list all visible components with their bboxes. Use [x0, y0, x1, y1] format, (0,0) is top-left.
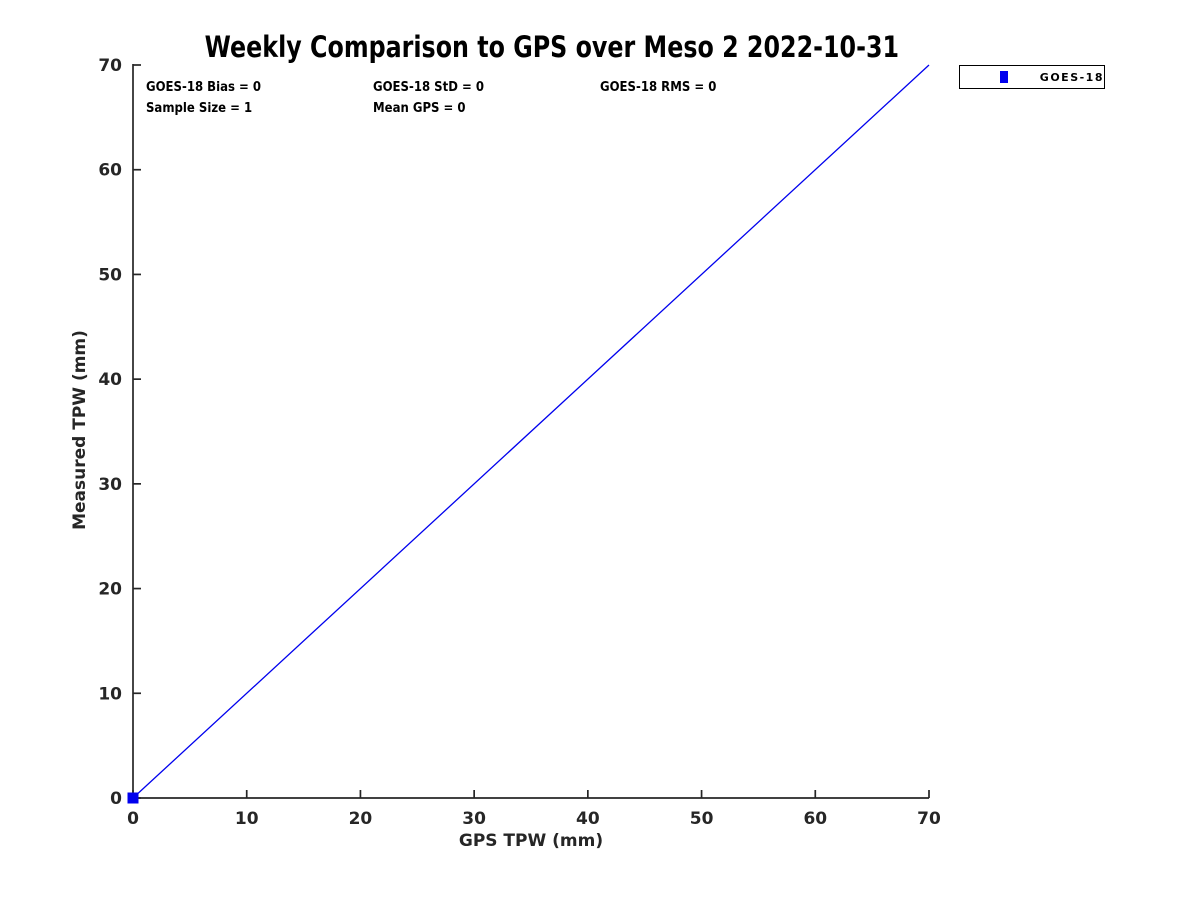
stat-goes18-rms: GOES-18 RMS = 0	[600, 80, 717, 95]
legend: GOES-18	[959, 65, 1105, 89]
x-tick-label: 60	[803, 809, 827, 829]
y-tick-label: 0	[110, 789, 122, 809]
y-tick-label: 40	[98, 370, 122, 390]
x-tick-label: 70	[917, 809, 941, 829]
y-tick-label: 50	[98, 265, 122, 285]
x-axis-label: GPS TPW (mm)	[458, 831, 604, 851]
legend-square-marker-icon	[1000, 71, 1008, 83]
x-tick-label: 40	[576, 809, 600, 829]
x-tick-label: 50	[690, 809, 714, 829]
stat-goes18-bias: GOES-18 Bias = 0	[146, 80, 262, 95]
y-tick-label: 20	[98, 580, 122, 600]
y-tick-label: 70	[98, 56, 122, 76]
data-point-marker-GOES-18	[127, 792, 139, 804]
chart-title: Weekly Comparison to GPS over Meso 2 202…	[204, 30, 900, 64]
y-tick-label: 30	[98, 475, 122, 495]
series-line-reference-line	[132, 64, 930, 799]
x-tick-label: 20	[349, 809, 373, 829]
stat-mean-gps: Mean GPS = 0	[373, 101, 466, 116]
x-tick-label: 0	[127, 809, 139, 829]
stat-sample-size: Sample Size = 1	[146, 101, 253, 116]
y-tick-label: 60	[98, 161, 122, 181]
y-axis-label: Measured TPW (mm)	[70, 330, 90, 530]
x-tick-label: 30	[462, 809, 486, 829]
legend-label: GOES-18	[1039, 70, 1104, 84]
stat-goes18-std: GOES-18 StD = 0	[373, 80, 485, 95]
y-tick-label: 10	[98, 684, 122, 704]
x-tick-label: 10	[235, 809, 259, 829]
